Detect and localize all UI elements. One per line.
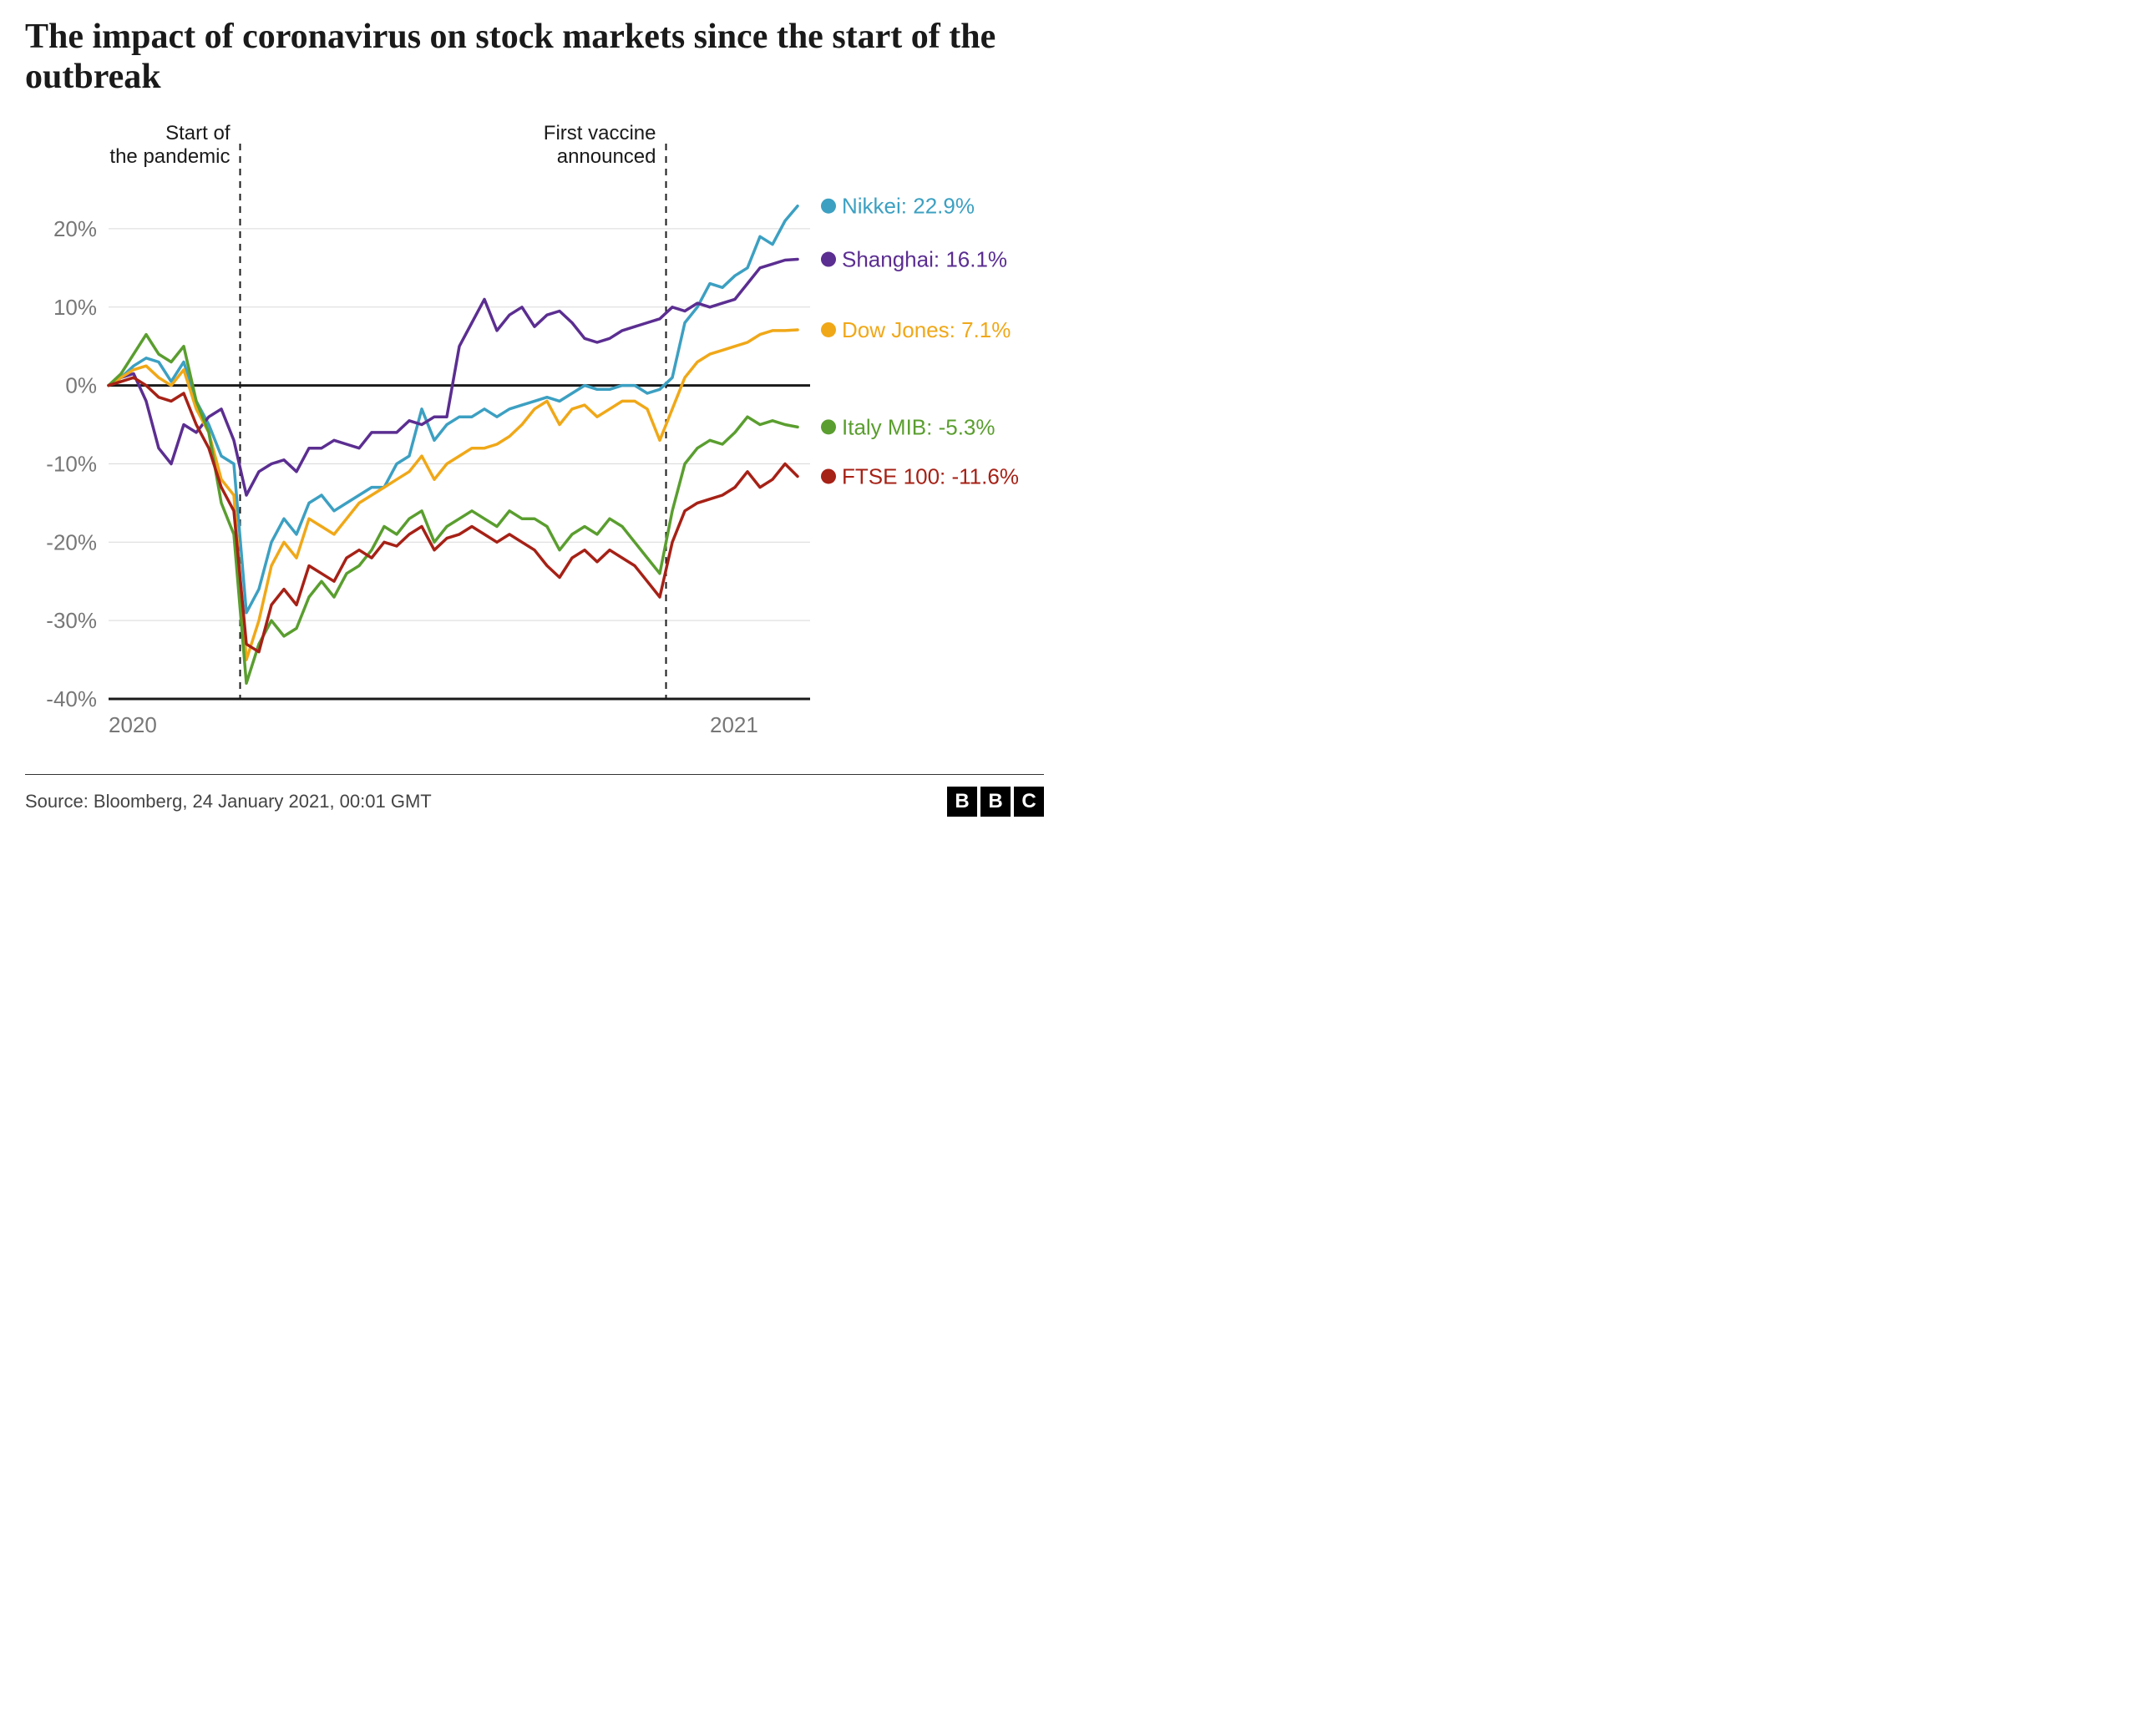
bbc-logo: B B C xyxy=(947,787,1044,817)
chart-svg: -40% -30% -20% -10% 0% 10% 20% 2020 2021 Start of… xyxy=(25,114,1044,766)
series-label-italy-mib: Italy MIB: -5.3% xyxy=(842,414,996,439)
chart-title: The impact of coronavirus on stock marke… xyxy=(25,17,1044,98)
bbc-logo-letter: C xyxy=(1014,787,1044,817)
series-end-dot xyxy=(821,322,836,337)
x-axis-label: 2021 xyxy=(710,712,758,737)
series-label-dow-jones: Dow Jones: 7.1% xyxy=(842,317,1011,342)
series-label-shanghai: Shanghai: 16.1% xyxy=(842,246,1007,271)
y-axis-label: -10% xyxy=(46,451,97,476)
series-label-ftse-100: FTSE 100: -11.6% xyxy=(842,463,1019,488)
series-end-dot xyxy=(821,419,836,434)
y-axis-label: -20% xyxy=(46,529,97,554)
bbc-logo-letter: B xyxy=(980,787,1011,817)
annotation-label: the pandemic xyxy=(109,145,230,168)
series-end-dot xyxy=(821,198,836,213)
x-axis-label: 2020 xyxy=(109,712,157,737)
source-text: Source: Bloomberg, 24 January 2021, 00:0… xyxy=(25,791,432,812)
series-line-ftse-100 xyxy=(109,377,798,652)
footer: Source: Bloomberg, 24 January 2021, 00:0… xyxy=(25,774,1044,817)
annotation-label: Start of xyxy=(165,122,231,144)
y-axis-label: 10% xyxy=(53,294,97,319)
y-axis-label: -30% xyxy=(46,608,97,633)
series-end-dot xyxy=(821,251,836,266)
y-axis-label: 20% xyxy=(53,216,97,241)
annotation-label: announced xyxy=(557,145,656,168)
annotation-label: First vaccine xyxy=(544,122,656,144)
series-label-nikkei: Nikkei: 22.9% xyxy=(842,193,975,218)
series-end-dot xyxy=(821,468,836,483)
y-axis-label: 0% xyxy=(65,372,97,397)
chart-container: -40% -30% -20% -10% 0% 10% 20% 2020 2021 Start of… xyxy=(25,114,1044,766)
y-axis-label: -40% xyxy=(46,686,97,711)
series-line-nikkei xyxy=(109,205,798,612)
bbc-logo-letter: B xyxy=(947,787,977,817)
